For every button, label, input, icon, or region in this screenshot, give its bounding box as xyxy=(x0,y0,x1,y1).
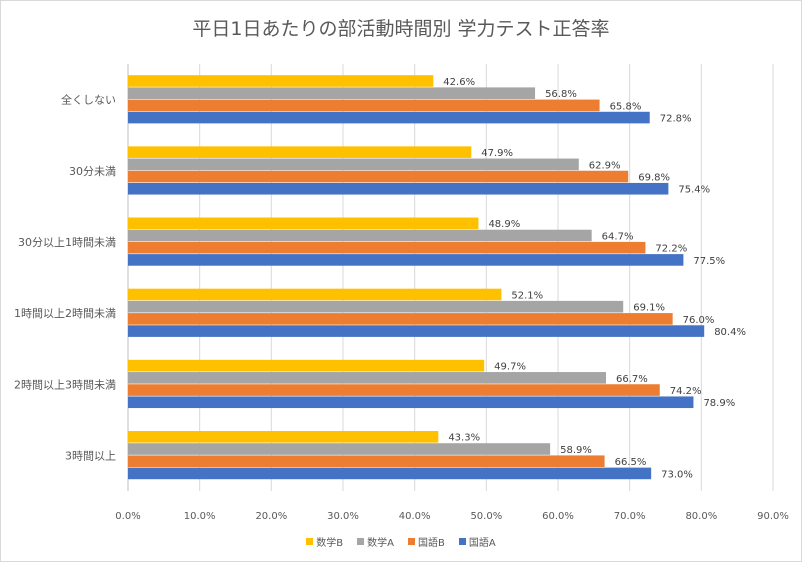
chart-title: 平日1日あたりの部活動時間別 学力テスト正答率 xyxy=(192,18,610,40)
data-label: 73.0% xyxy=(661,469,693,480)
bar-数学A xyxy=(128,443,551,455)
data-label: 52.1% xyxy=(511,290,543,301)
category-label: 3時間以上 xyxy=(65,449,116,462)
bar-国語B xyxy=(128,384,660,396)
data-label: 49.7% xyxy=(494,362,526,373)
data-label: 62.9% xyxy=(589,160,621,171)
x-tick-label: 30.0% xyxy=(327,511,359,522)
data-label: 65.8% xyxy=(610,101,642,112)
bar-国語A xyxy=(128,396,694,409)
data-label: 66.7% xyxy=(616,374,648,385)
data-label: 42.6% xyxy=(443,77,475,88)
legend: 数学B 数学A 国語B 国語A xyxy=(0,534,802,549)
bar-数学A xyxy=(128,87,536,99)
legend-swatch xyxy=(357,538,365,545)
legend-label: 数学A xyxy=(367,538,394,549)
data-label: 56.8% xyxy=(545,89,577,100)
data-label: 64.7% xyxy=(602,231,634,242)
bar-数学A xyxy=(128,372,607,384)
data-label: 48.9% xyxy=(488,219,520,230)
data-label: 69.1% xyxy=(633,303,665,314)
x-tick-label: 0.0% xyxy=(115,511,140,522)
data-label: 72.2% xyxy=(655,244,687,255)
x-tick-label: 60.0% xyxy=(542,511,574,522)
legend-label: 数学B xyxy=(316,538,344,549)
bar-数学A xyxy=(128,229,592,242)
x-tick-label: 10.0% xyxy=(184,511,216,522)
x-tick-label: 80.0% xyxy=(685,511,717,522)
bar-国語B xyxy=(128,455,605,468)
legend-swatch xyxy=(408,538,415,545)
legend-label: 国語A xyxy=(468,538,496,549)
data-label: 72.8% xyxy=(660,113,692,124)
legend-swatch xyxy=(458,538,466,545)
data-label: 77.5% xyxy=(693,256,725,267)
bar-chart: 0.0% 10.0% 20.0% 30.0% 40.0% 50.0% 60.0% 70.0% 8… xyxy=(14,64,789,522)
data-label: 43.3% xyxy=(448,433,480,444)
category-label: 30分未満 xyxy=(69,165,116,178)
data-label: 66.5% xyxy=(615,457,647,468)
legend-label: 国語B xyxy=(418,538,445,549)
data-label: 76.0% xyxy=(683,315,715,326)
data-label: 58.9% xyxy=(560,445,592,456)
bar-国語A xyxy=(128,111,650,124)
bar-国語A xyxy=(128,254,684,266)
bar-数学B xyxy=(128,217,479,230)
bar-国語A xyxy=(128,467,652,480)
bar-国語B xyxy=(128,99,600,112)
data-label: 80.4% xyxy=(714,327,746,338)
category-label: 2時間以上3時間未満 xyxy=(14,378,116,391)
legend-item: 国語B xyxy=(408,534,445,549)
legend-item: 数学A xyxy=(357,534,394,549)
bar-数学B xyxy=(128,146,472,158)
data-label: 69.8% xyxy=(638,172,670,183)
bar-国語B xyxy=(128,170,629,183)
category-label: 1時間以上2時間未満 xyxy=(14,307,116,320)
bar-数学B xyxy=(128,431,439,443)
data-label: 74.2% xyxy=(670,386,702,397)
data-label: 75.4% xyxy=(678,185,710,196)
x-tick-label: 20.0% xyxy=(255,511,287,522)
legend-item: 数学B xyxy=(306,534,343,549)
data-label: 78.9% xyxy=(703,398,735,409)
legend-item: 国語A xyxy=(458,534,496,549)
x-tick-label: 40.0% xyxy=(399,511,431,522)
bar-数学B xyxy=(128,75,434,87)
bar-国語A xyxy=(128,325,705,337)
data-label: 47.9% xyxy=(481,148,513,159)
category-label: 30分以上1時間未満 xyxy=(18,236,116,249)
x-tick-label: 90.0% xyxy=(757,511,789,522)
bar-国語A xyxy=(128,182,669,195)
bar-国語B xyxy=(128,241,646,254)
legend-swatch xyxy=(306,538,314,545)
x-tick-label: 70.0% xyxy=(614,511,646,522)
category-label: 全くしない xyxy=(61,93,116,107)
bar-数学B xyxy=(128,359,485,372)
bar-数学B xyxy=(128,288,502,301)
x-tick-label: 50.0% xyxy=(470,511,502,522)
bar-数学A xyxy=(128,300,624,313)
bar-国語B xyxy=(128,313,673,325)
bar-数学A xyxy=(128,158,579,171)
